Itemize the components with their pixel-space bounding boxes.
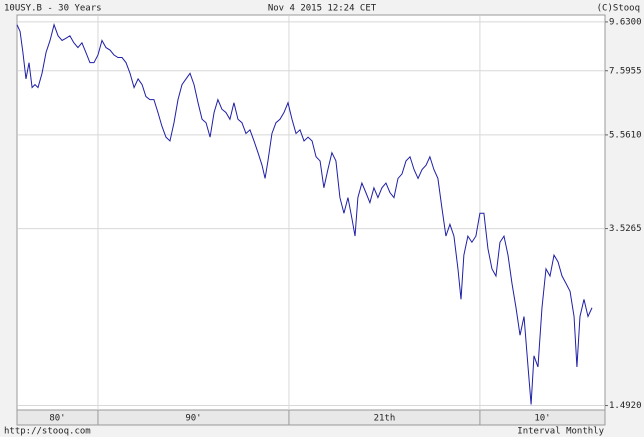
x-tick-label: 10' [534, 414, 550, 424]
y-tick-label: 7.5955 [609, 66, 642, 76]
y-tick-label: 1.4920 [609, 401, 642, 411]
y-tick-label: 9.6300 [609, 17, 642, 27]
y-tick-label: 5.5610 [609, 130, 642, 140]
x-tick-label: 21th [374, 414, 396, 424]
plot-area [16, 14, 606, 411]
x-axis-band [16, 409, 606, 426]
y-tick-label: 3.5265 [609, 224, 642, 234]
copyright: (C)Stooq [597, 4, 640, 14]
x-tick-label: 80' [49, 414, 65, 424]
source: http://stooq.com [4, 427, 91, 437]
interval: Interval Monthly [517, 427, 604, 437]
x-tick-label: 90' [185, 414, 201, 424]
chart-title: 10USY.B - 30 Years [4, 4, 102, 14]
chart-subtitle: Nov 4 2015 12:24 CET [268, 4, 377, 14]
price-line [16, 23, 593, 405]
